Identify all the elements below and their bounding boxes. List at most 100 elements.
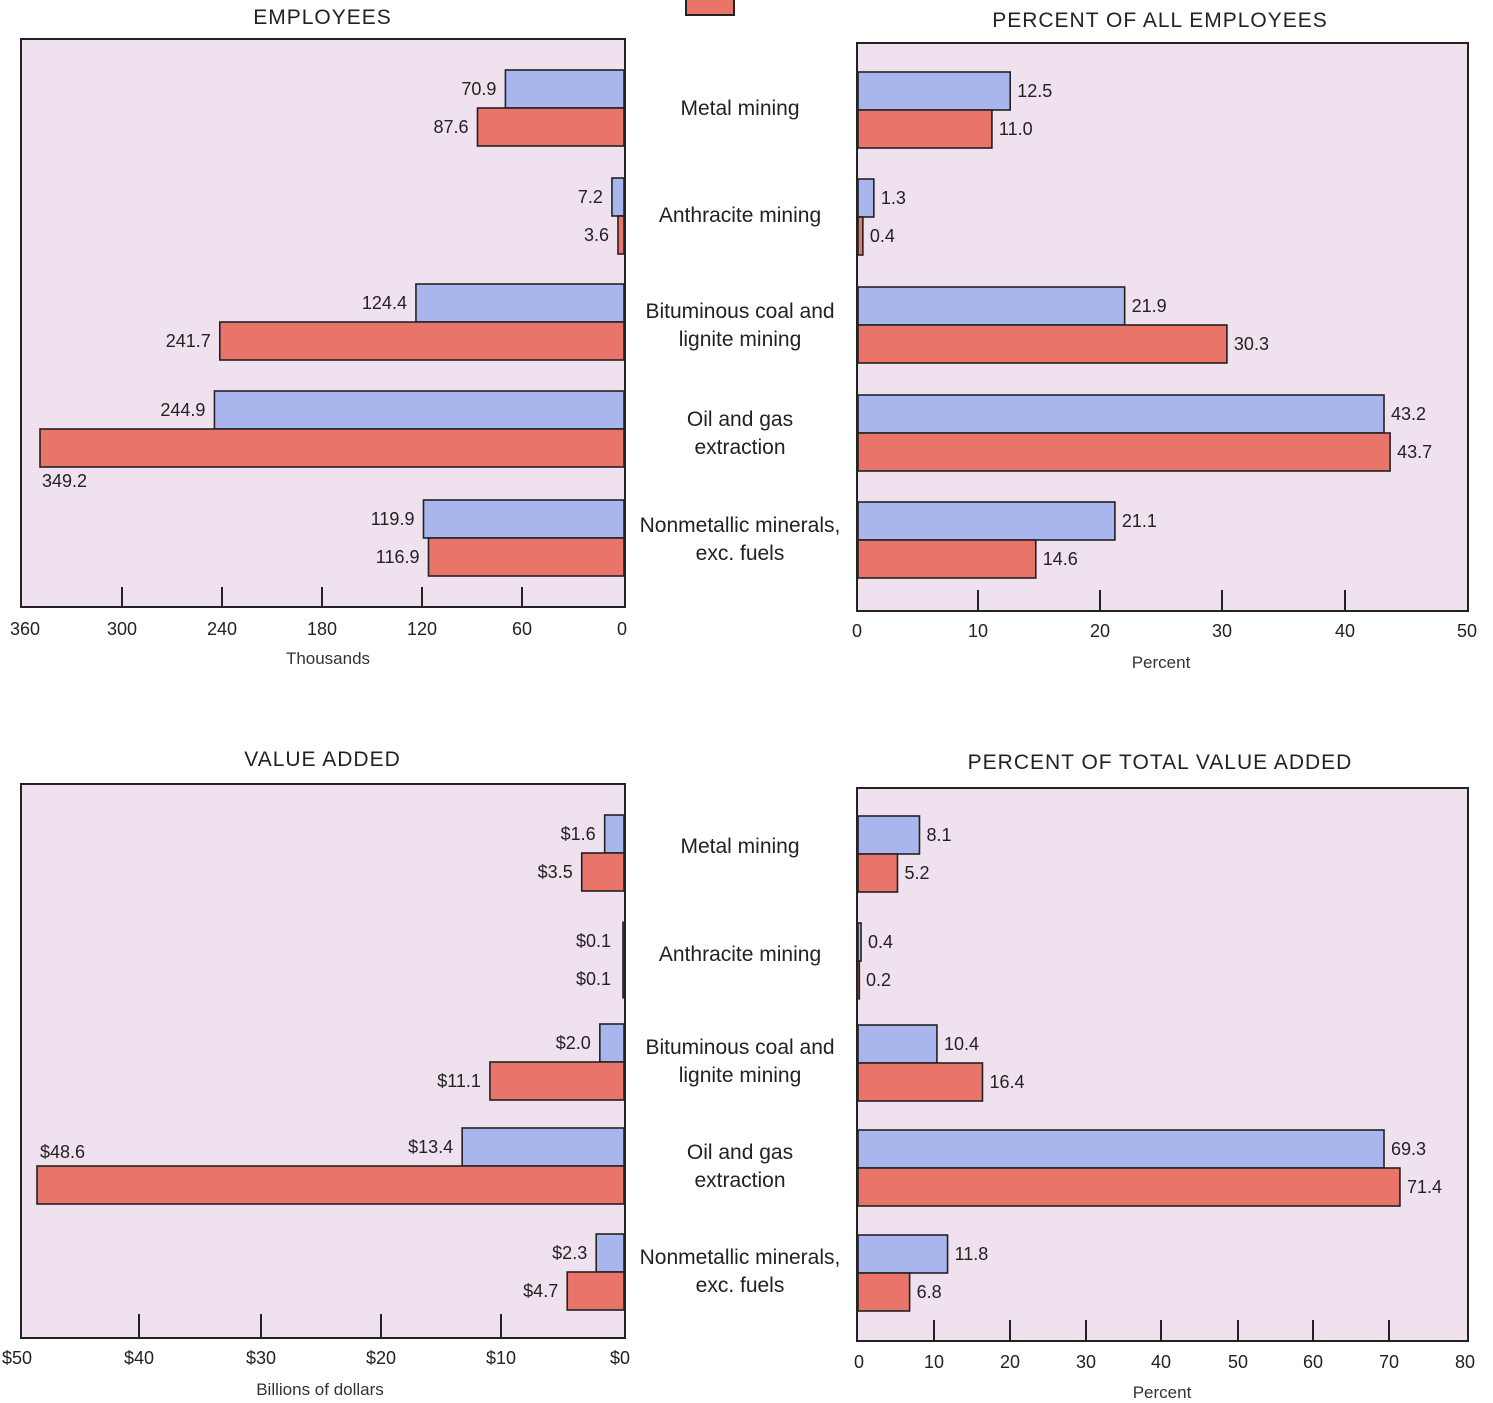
bar-series-a — [857, 922, 862, 962]
tick-label: $0 — [609, 1348, 631, 1368]
tick-label: 30 — [1211, 621, 1233, 641]
bar-series-a — [603, 814, 625, 854]
bar-series-a — [213, 390, 625, 430]
bar-series-a — [857, 1234, 949, 1274]
tick-label: 60 — [511, 619, 533, 639]
bar-series-b — [617, 215, 625, 255]
category-label-line: exc. fuels — [695, 1274, 785, 1297]
tick-label: 10 — [923, 1352, 945, 1372]
data-label: 11.8 — [955, 1244, 989, 1264]
bar-series-b — [857, 1272, 911, 1312]
data-label: $0.1 — [576, 969, 611, 989]
chart-title-value-added: VALUE ADDED — [244, 748, 401, 771]
data-label: 43.7 — [1397, 442, 1432, 462]
axis-label-percent-employees: Percent — [1131, 653, 1191, 672]
tick-label: 0 — [853, 1352, 865, 1372]
data-label: 10.4 — [944, 1034, 979, 1054]
data-label: 0.4 — [868, 932, 893, 952]
data-label: 7.2 — [578, 187, 603, 207]
category-label: Nonmetallic minerals, exc. fuels — [625, 512, 855, 568]
category-label-line: Anthracite mining — [658, 943, 822, 966]
data-label: 16.4 — [989, 1072, 1024, 1092]
tick-label: 40 — [1150, 1352, 1172, 1372]
bar-series-a — [857, 1129, 1385, 1169]
chart-title-percent-employees: PERCENT OF ALL EMPLOYEES — [992, 9, 1328, 32]
category-label-line: extraction — [694, 1169, 786, 1192]
bar-series-a — [595, 1233, 625, 1273]
category-label-line: Metal mining — [680, 835, 800, 858]
panel-value-added — [20, 783, 626, 1339]
legend-swatch — [685, 0, 735, 16]
chart-title-employees: EMPLOYEES — [253, 6, 392, 29]
category-label: Metal mining — [625, 95, 855, 123]
bar-series-a — [504, 69, 625, 109]
tick-label: 60 — [1302, 1352, 1324, 1372]
category-label: Oil and gas extraction — [625, 1139, 855, 1195]
tick-label: 300 — [106, 619, 138, 639]
data-label: 241.7 — [166, 331, 211, 351]
data-label: 43.2 — [1391, 404, 1426, 424]
tick-label: 240 — [206, 619, 238, 639]
bar-series-a — [857, 501, 1116, 541]
data-label: $3.5 — [538, 862, 573, 882]
data-label: 30.3 — [1234, 334, 1269, 354]
axis-label-employees: Thousands — [285, 649, 371, 668]
tick-label: $50 — [1, 1348, 33, 1368]
data-label: 244.9 — [160, 400, 205, 420]
data-label: 116.9 — [376, 547, 420, 567]
bar-series-a — [461, 1127, 625, 1167]
data-label: 11.0 — [999, 119, 1033, 139]
category-label-line: Bituminous coal and — [645, 300, 835, 323]
category-label-line: lignite mining — [678, 1064, 802, 1087]
bar-series-b — [39, 428, 625, 468]
tick-label: 70 — [1378, 1352, 1400, 1372]
category-label: Nonmetallic minerals, exc. fuels — [625, 1244, 855, 1300]
data-label: $1.6 — [561, 824, 596, 844]
bar-series-b — [218, 321, 625, 361]
bar-series-b — [566, 1271, 625, 1311]
bar-series-b — [857, 1167, 1401, 1207]
data-label: $2.0 — [556, 1033, 591, 1053]
tick-label: $10 — [485, 1348, 517, 1368]
category-label: Anthracite mining — [625, 941, 855, 969]
bar-series-a — [857, 178, 875, 218]
tick-label: $20 — [365, 1348, 397, 1368]
data-label: $13.4 — [408, 1137, 453, 1157]
tick-label: 20 — [999, 1352, 1021, 1372]
chart-title-percent-value-added: PERCENT OF TOTAL VALUE ADDED — [967, 751, 1353, 774]
tick-label: 180 — [306, 619, 338, 639]
data-label: $2.3 — [552, 1243, 587, 1263]
category-label-line: extraction — [694, 436, 786, 459]
category-label-line: Bituminous coal and — [645, 1036, 835, 1059]
tick-label: 80 — [1454, 1352, 1476, 1372]
category-label: Bituminous coal and lignite mining — [625, 1034, 855, 1090]
data-label: 1.3 — [881, 188, 906, 208]
data-label: 87.6 — [433, 117, 468, 137]
data-label: 14.6 — [1043, 549, 1078, 569]
bar-series-b — [476, 107, 625, 147]
tick-label: 0 — [851, 621, 863, 641]
bar-series-a — [857, 815, 921, 855]
bar-series-b — [857, 1062, 984, 1102]
bar-series-b — [489, 1061, 625, 1101]
data-label: 21.1 — [1122, 511, 1157, 531]
bar-series-a — [611, 177, 625, 217]
axis-label-value-added: Billions of dollars — [256, 1380, 384, 1399]
data-label: 124.4 — [362, 293, 407, 313]
bar-series-b — [857, 216, 864, 256]
data-label: 0.2 — [866, 970, 891, 990]
category-label-line: exc. fuels — [695, 542, 785, 565]
category-label-line: lignite mining — [678, 328, 802, 351]
data-label: 3.6 — [584, 225, 609, 245]
category-label: Anthracite mining — [625, 202, 855, 230]
bar-series-a — [622, 921, 625, 961]
tick-label: 50 — [1227, 1352, 1249, 1372]
bar-series-b — [857, 432, 1391, 472]
bar-series-a — [857, 394, 1385, 434]
tick-label: 120 — [406, 619, 438, 639]
category-label-line: Oil and gas — [686, 1141, 794, 1164]
tick-label: 40 — [1334, 621, 1356, 641]
bar-series-b — [857, 109, 993, 149]
axis-label-percent-value-added: Percent — [1132, 1383, 1192, 1402]
